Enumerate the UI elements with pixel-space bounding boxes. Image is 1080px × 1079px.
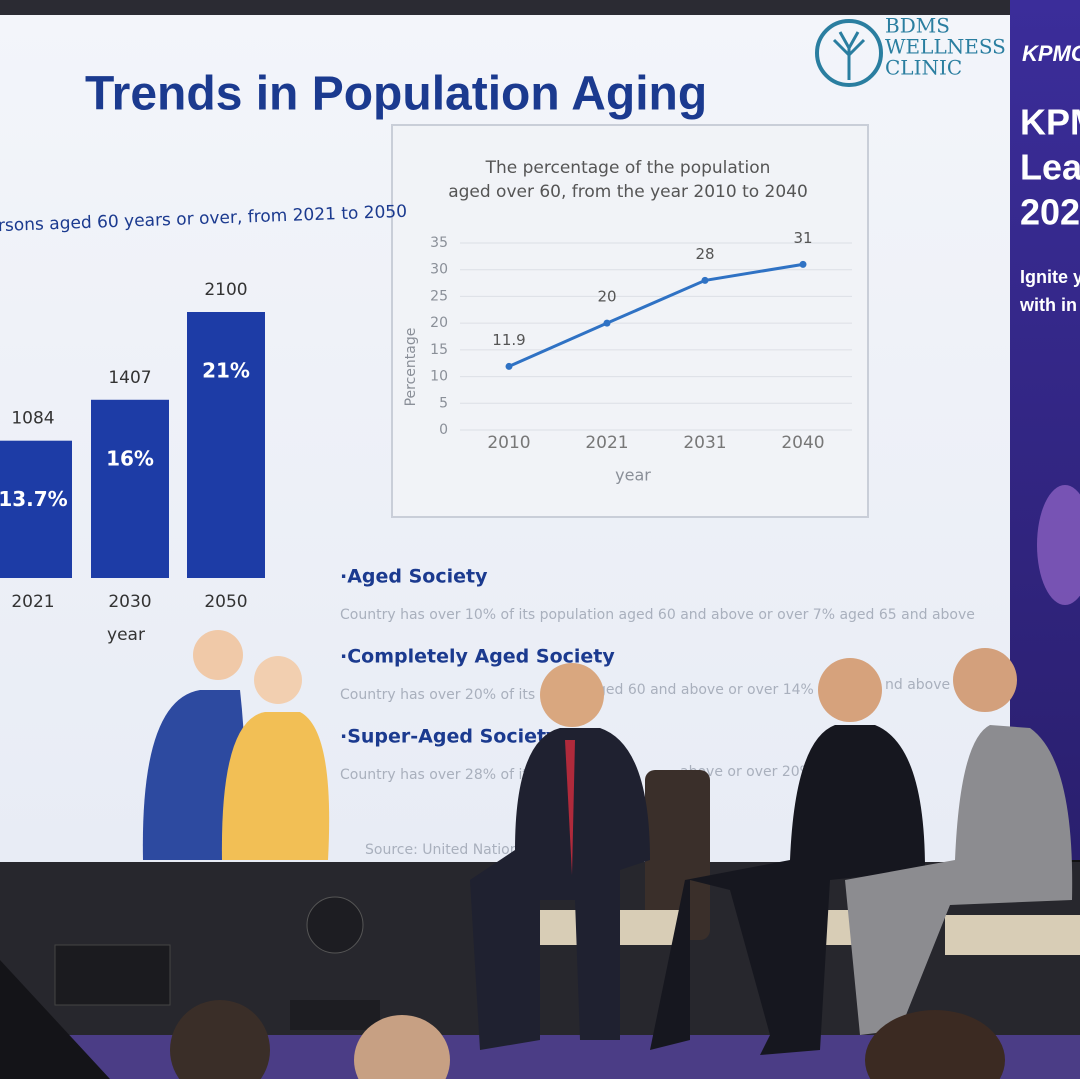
definition-text: Country has over 10% of its population a… [340, 607, 975, 623]
data-line [508, 262, 804, 368]
definition-text: ged 60 and above or over 14% [597, 682, 814, 698]
logo-text: BDMS [885, 14, 950, 38]
y-tick-label: 25 [430, 288, 448, 304]
banner-line: KPMG [1020, 102, 1080, 143]
banner-line: 2024 [1020, 192, 1080, 233]
definition-term: ·Aged Society [340, 566, 488, 588]
value-label: 20 [597, 288, 616, 306]
stage-light [290, 1000, 380, 1030]
side-banner [1010, 0, 1080, 860]
x-tick-label: 2021 [585, 433, 628, 453]
x-tick-label: 2031 [683, 433, 726, 453]
chart-box [391, 124, 869, 518]
definition-text: nd above [885, 677, 950, 693]
bar [91, 399, 169, 578]
person [540, 663, 604, 727]
x-tick-label: 2021 [11, 592, 54, 612]
person [650, 725, 925, 1055]
value-label: 2100 [204, 280, 247, 300]
logo-tree [832, 31, 866, 80]
chair [645, 770, 710, 940]
data-point [799, 260, 807, 268]
audience [170, 1000, 270, 1079]
banner-tagline: with in [1019, 295, 1077, 315]
foreground [0, 630, 1080, 1079]
banner-brand: KPMG [1022, 41, 1080, 66]
banner-graphic [1037, 485, 1080, 605]
bar-inner-label: 13.7% [0, 487, 68, 511]
definition-text: Country has over 20% of its po [340, 687, 557, 703]
x-tick-label: 2050 [204, 592, 247, 612]
value-label: 1407 [108, 368, 151, 388]
illustration [142, 690, 245, 860]
stage-light [54, 944, 171, 1006]
bar [187, 312, 265, 578]
person [565, 740, 575, 875]
y-tick-label: 35 [430, 235, 448, 251]
person [845, 725, 1073, 1035]
chart-title: aged over 60, from the year 2010 to 2040 [448, 182, 808, 202]
x-tick-label: 2010 [487, 433, 530, 453]
y-axis-label: Percentage [403, 328, 419, 407]
value-label: 31 [793, 229, 812, 247]
source-note: Source: United Nations [365, 842, 526, 858]
data-point [603, 319, 611, 327]
bar [0, 440, 72, 578]
banner-tagline: Ignite y [1020, 267, 1080, 287]
person [953, 648, 1017, 712]
bar-inner-label: 16% [106, 446, 154, 470]
y-tick-label: 0 [439, 422, 448, 438]
y-tick-label: 30 [430, 262, 448, 278]
stage-light [306, 896, 364, 954]
definition-text: above or over 20% [680, 764, 813, 780]
definition-text: Country has over 28% of its po [340, 767, 557, 783]
value-label: 1084 [11, 409, 54, 429]
definition-term: ·Completely Aged Society [340, 646, 615, 668]
audience [354, 1015, 450, 1079]
audience [865, 1010, 1005, 1079]
bar-inner-label: 21% [202, 359, 250, 383]
person [470, 728, 650, 1050]
slide-title: Trends in Population Aging [85, 68, 707, 121]
x-tick-label: 2030 [108, 592, 151, 612]
illustration [221, 712, 330, 860]
banner-line: Lead [1020, 147, 1080, 188]
y-tick-label: 15 [430, 342, 448, 358]
y-tick-label: 10 [430, 369, 448, 385]
x-tick-label: 2040 [781, 433, 824, 453]
chart-title: The percentage of the population [485, 158, 771, 178]
illustration [254, 656, 302, 704]
y-tick-label: 20 [430, 315, 448, 331]
person [818, 658, 882, 722]
x-axis-label: year [615, 466, 651, 485]
data-point [701, 276, 709, 284]
x-axis-label: year [107, 625, 145, 645]
logo-text: CLINIC [885, 56, 962, 80]
speaker-box [0, 960, 110, 1079]
chair [945, 915, 1080, 955]
value-label: 11.9 [492, 331, 525, 349]
illustration [193, 630, 243, 680]
y-tick-label: 5 [439, 395, 448, 411]
data-point [505, 362, 513, 370]
definition-term: ·Super-Aged Society [340, 726, 559, 748]
logo-icon [815, 19, 883, 87]
value-label: 28 [695, 245, 714, 263]
logo-text: WELLNESS [885, 35, 1006, 59]
